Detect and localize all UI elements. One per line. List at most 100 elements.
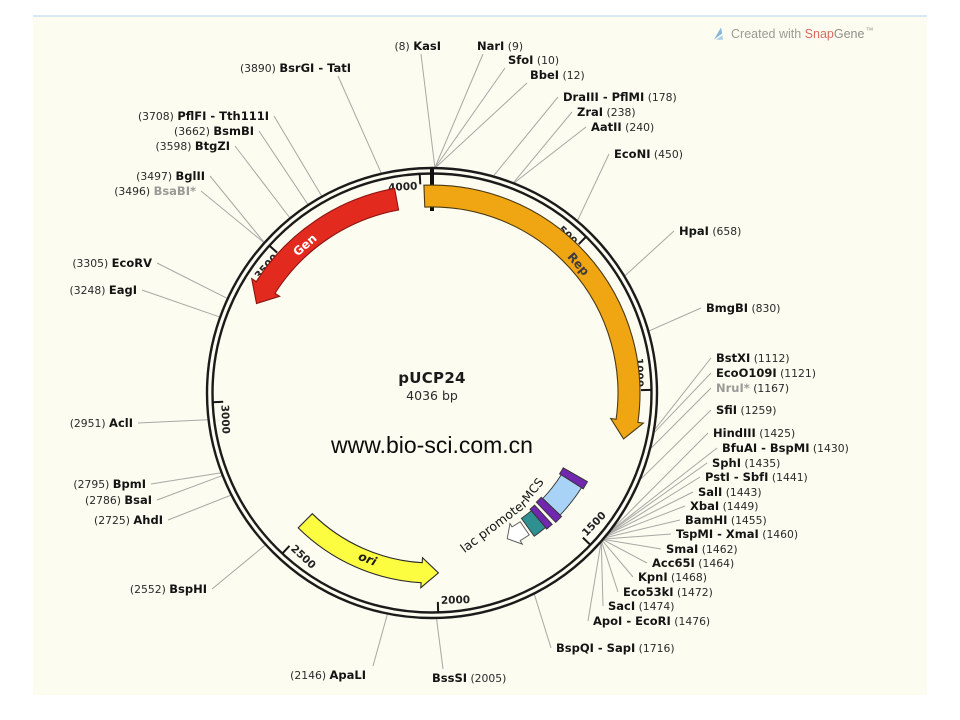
site-label-BamHI: BamHI (1455) — [685, 513, 767, 527]
site-label-PflFI - Tth111I: (3708) PflFI - Tth111I — [138, 109, 269, 123]
leader-line-KpnI — [602, 540, 634, 578]
site-label-EcoNI: EcoNI (450) — [614, 147, 683, 161]
plasmid-ring-inner — [211, 172, 653, 614]
plasmid-ring-outer — [205, 166, 659, 620]
leader-line-BsaBI* — [200, 190, 264, 243]
leader-line-PflFI - Tth111I — [273, 115, 322, 197]
leader-line-AatII — [514, 126, 587, 183]
snapgene-watermark: Created with SnapGene™ — [712, 26, 873, 42]
leader-line-EagI — [141, 289, 220, 318]
watermark-text: Created with SnapGene™ — [731, 26, 874, 42]
leader-line-HpaI — [624, 230, 675, 276]
leader-line-BfuAI - BspMI — [610, 447, 718, 532]
site-label-BbeI: BbeI (12) — [530, 68, 585, 82]
site-label-BsmBI: (3662) BsmBI — [174, 124, 254, 138]
site-label-AatII: AatII (240) — [591, 120, 654, 134]
leader-line-BssSI — [436, 618, 444, 670]
leader-line-DraIII - PflMI — [493, 96, 559, 176]
leader-line-BtgZI — [234, 145, 290, 218]
leader-line-NruI* — [650, 387, 712, 449]
site-label-SfiI: SfiI (1259) — [716, 403, 776, 417]
tick-mark-4000 — [418, 173, 422, 185]
site-label-XbaI: XbaI (1449) — [690, 499, 758, 513]
site-label-Eco53kI: Eco53kI (1472) — [623, 585, 713, 599]
lac-arrow — [506, 521, 530, 545]
leader-line-SfiI — [640, 409, 712, 480]
tick-mark-2500 — [281, 545, 291, 555]
site-label-BfuAI - BspMI: BfuAI - BspMI (1430) — [722, 441, 849, 455]
leader-line-SmaI — [604, 539, 662, 550]
leader-line-ApaLI — [372, 614, 388, 667]
site-label-AhdI: (2725) AhdI — [94, 513, 163, 527]
leader-line-ZraI — [513, 111, 573, 183]
lac-cap — [529, 504, 553, 530]
tick-label-1500: 1500 — [580, 510, 609, 539]
feature-arc-Gen — [250, 187, 400, 305]
leader-line-AhdI — [167, 494, 231, 521]
site-label-AclI: (2951) AclI — [70, 416, 133, 430]
site-label-SmaI: SmaI (1462) — [666, 542, 738, 556]
site-label-NruI*: NruI* (1167) — [716, 381, 789, 395]
feature-label-ori: ori — [356, 549, 379, 569]
site-label-KpnI: KpnI (1468) — [638, 570, 707, 584]
leader-line-BamHI — [605, 519, 681, 539]
site-label-BstXI: BstXI (1112) — [716, 351, 790, 365]
leader-line-BspQI - SapI — [533, 594, 552, 649]
site-label-KasI: (8) KasI — [394, 39, 441, 53]
leader-line-NarI — [434, 53, 484, 168]
site-label-BsaI: (2786) BsaI — [85, 493, 152, 507]
site-label-HpaI: HpaI (658) — [679, 224, 741, 238]
site-label-DraIII - PflMI: DraIII - PflMI (178) — [563, 90, 677, 104]
leader-line-ApoI - EcoRI — [587, 543, 602, 622]
tick-label-3000: 3000 — [218, 405, 231, 435]
site-label-BmgBI: BmgBI (830) — [706, 301, 781, 315]
leader-line-PstI - SbfI — [608, 476, 701, 535]
site-label-ApaLI: (2146) ApaLI — [290, 668, 366, 682]
site-label-BsaBI*: (3496) BsaBI* — [114, 184, 196, 198]
tick-mark-3500 — [268, 244, 278, 254]
leader-line-AclI — [137, 419, 208, 424]
site-label-SphI: SphI (1435) — [712, 456, 780, 470]
leader-line-BsaI — [156, 475, 222, 501]
brand-snap: Snap — [804, 27, 834, 42]
site-label-BsrGI - TatI: (3890) BsrGI - TatI — [240, 61, 351, 75]
site-label-BpmI: (2795) BpmI — [73, 477, 146, 491]
site-label-Acc65I: Acc65I (1464) — [652, 556, 734, 570]
tick-mark-500 — [578, 236, 587, 245]
site-label-ZraI: ZraI (238) — [577, 105, 636, 119]
leader-line-SfoI — [435, 67, 506, 168]
leader-line-SphI — [609, 462, 708, 533]
site-label-SacI: SacI (1474) — [608, 599, 674, 613]
site-label-ApoI - EcoRI: ApoI - EcoRI (1476) — [593, 614, 710, 628]
tick-mark-1500 — [582, 536, 592, 546]
feature-arc-Rep — [423, 184, 645, 440]
site-label-NarI: NarI (9) — [477, 39, 523, 53]
leader-line-BstXI — [654, 357, 712, 430]
leader-line-BbeI — [435, 82, 528, 168]
site-label-BtgZI: (3598) BtgZI — [156, 139, 230, 153]
trademark-symbol: ™ — [865, 26, 874, 36]
lac-body — [520, 510, 547, 537]
leader-line-XbaI — [606, 505, 686, 537]
snapgene-icon — [714, 27, 723, 40]
leader-line-EcoNI — [577, 153, 610, 221]
site-label-SalI: SalI (1443) — [698, 485, 762, 499]
leader-line-BspHI — [211, 544, 266, 590]
leader-line-KasI — [420, 53, 436, 168]
leader-line-Eco53kI — [601, 542, 619, 593]
leader-line-TspMI - XmaI — [604, 533, 672, 540]
site-label-PstI - SbfI: PstI - SbfI (1441) — [705, 470, 808, 484]
leader-line-SalI — [608, 491, 694, 535]
site-label-BglII: (3497) BglII — [136, 169, 205, 183]
site-label-BssSI: BssSI (2005) — [432, 671, 506, 685]
site-label-EagI: (3248) EagI — [70, 283, 137, 297]
site-label-TspMI - XmaI: TspMI - XmaI (1460) — [676, 527, 798, 541]
tick-label-2500: 2500 — [288, 543, 318, 572]
tick-label-2000: 2000 — [441, 594, 471, 607]
leader-line-HindIII — [611, 432, 709, 530]
site-label-SfoI: SfoI (10) — [508, 53, 559, 67]
site-label-EcoRV: (3305) EcoRV — [72, 256, 152, 270]
leader-line-EcoO109I — [654, 372, 712, 433]
